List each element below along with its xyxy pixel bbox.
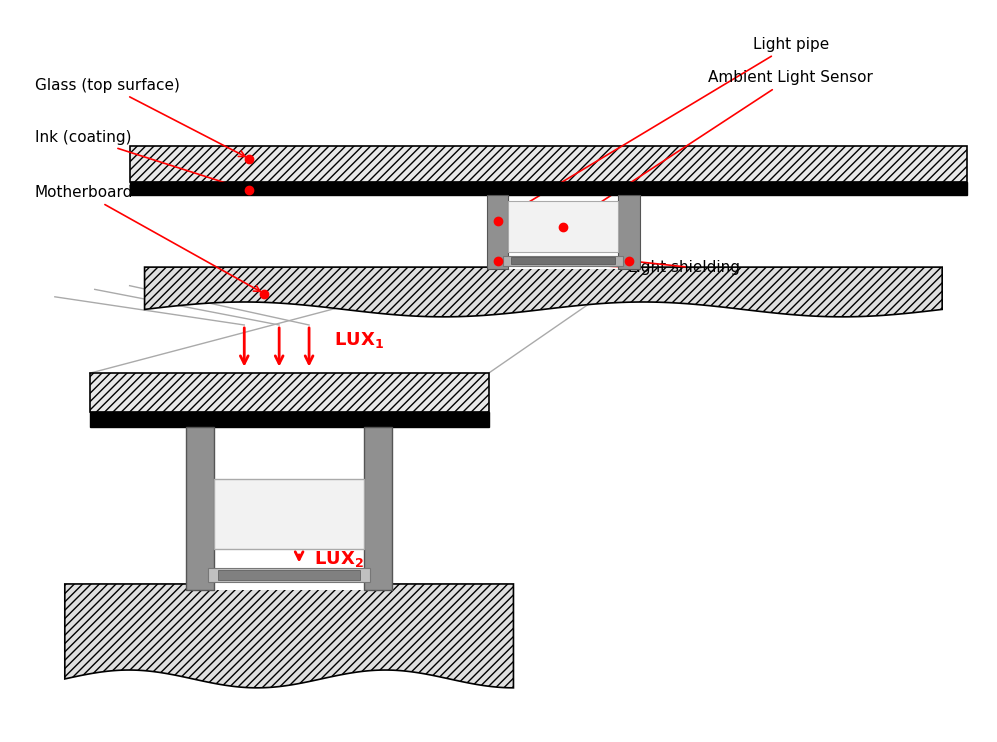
Bar — [130, 182, 967, 195]
Bar — [130, 146, 967, 182]
Bar — [618, 195, 640, 269]
Bar — [218, 570, 360, 580]
Polygon shape — [145, 267, 942, 317]
Bar — [508, 201, 618, 252]
Bar — [208, 568, 370, 582]
Bar — [511, 257, 615, 264]
Text: $\mathbf{LUX_1}$: $\mathbf{LUX_1}$ — [334, 330, 384, 349]
Bar — [214, 427, 364, 590]
Bar — [90, 373, 489, 412]
Polygon shape — [65, 584, 513, 688]
Text: Motherboard: Motherboard — [35, 186, 260, 292]
Bar — [503, 256, 623, 266]
Bar — [186, 427, 214, 590]
Bar — [364, 427, 392, 590]
Text: $\mathbf{LUX_2}$: $\mathbf{LUX_2}$ — [314, 549, 364, 568]
Bar — [90, 412, 489, 427]
Text: Glass (top surface): Glass (top surface) — [35, 78, 245, 157]
Text: Light pipe: Light pipe — [501, 37, 829, 218]
Bar — [508, 195, 618, 269]
Text: Ink (coating): Ink (coating) — [35, 130, 245, 190]
Text: Light shielding: Light shielding — [628, 260, 740, 275]
Text: Ambient Light Sensor: Ambient Light Sensor — [567, 70, 872, 224]
Bar — [214, 479, 364, 549]
Bar — [487, 195, 508, 269]
